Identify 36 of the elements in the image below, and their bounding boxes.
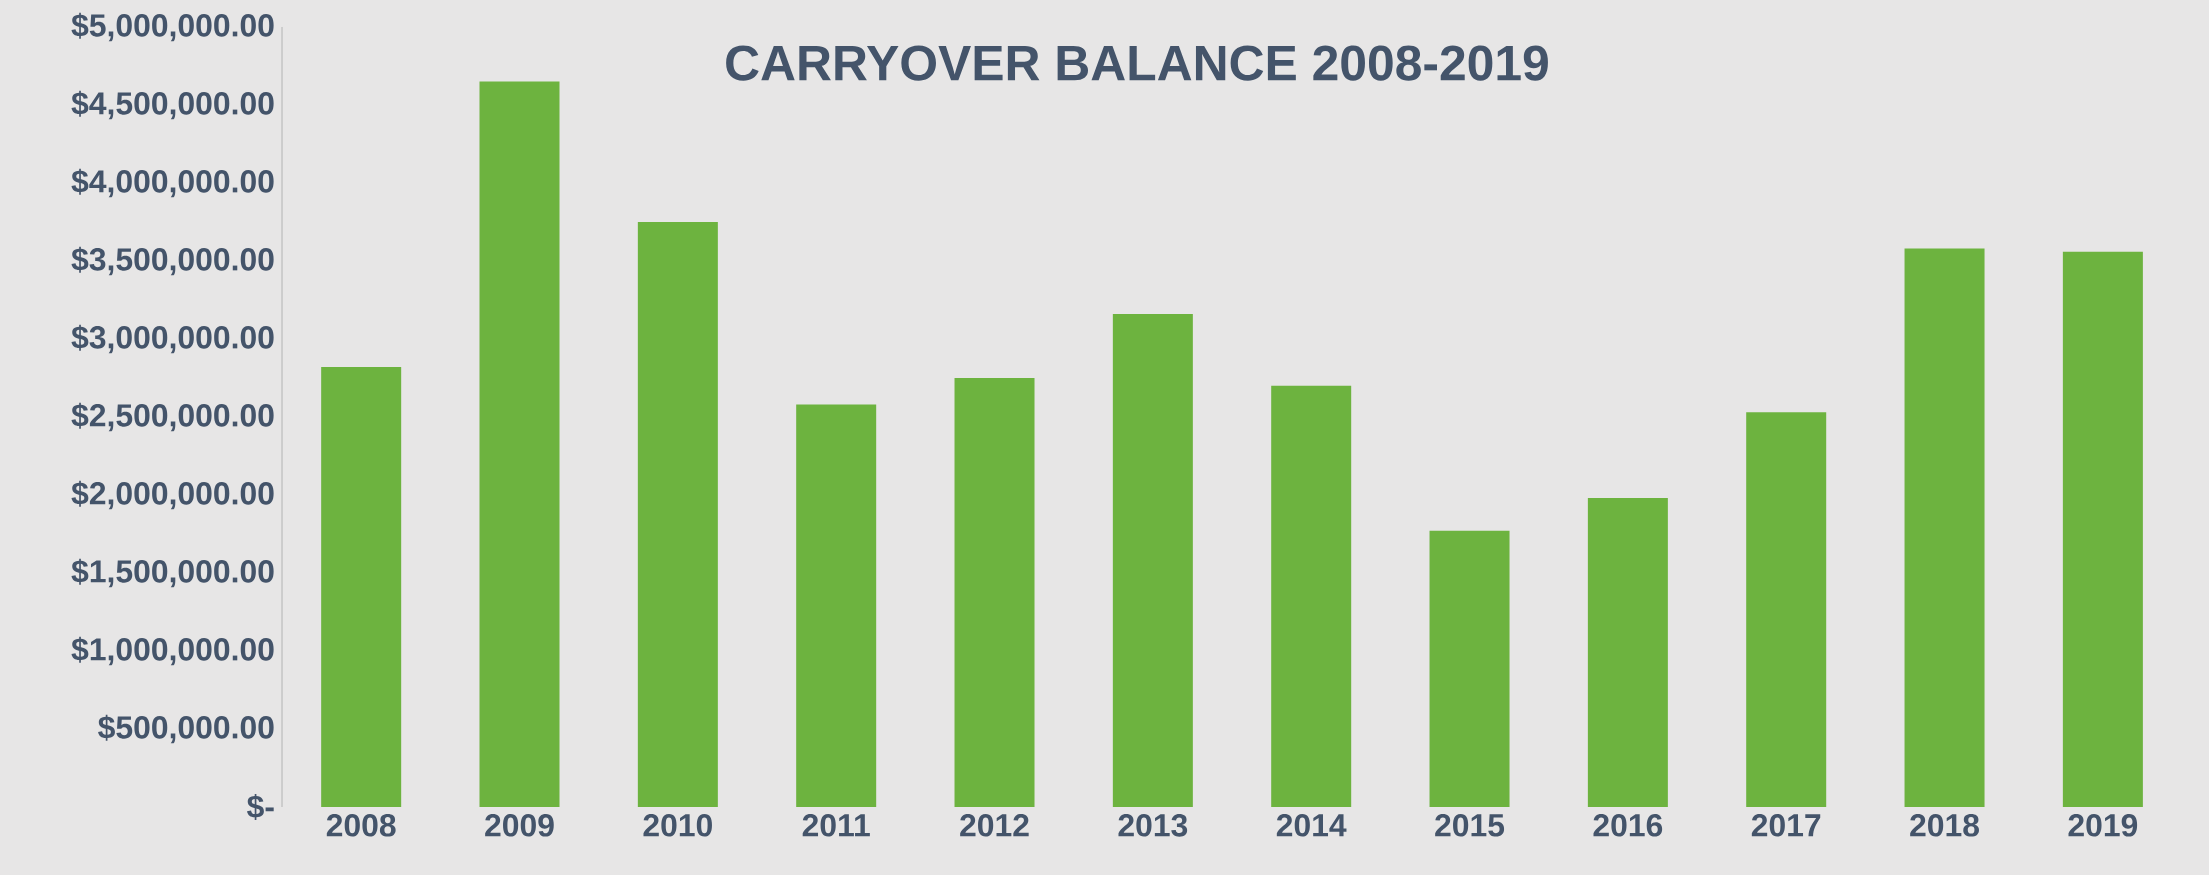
x-tick-label: 2011: [802, 814, 870, 837]
bar: [1904, 248, 1985, 807]
y-tick-label: $1,000,000.00: [71, 636, 274, 666]
x-tick-label: 2015: [1435, 814, 1505, 837]
bar: [2062, 251, 2143, 807]
y-tick-label: $4,000,000.00: [71, 168, 274, 198]
y-tick-label: $2,000,000.00: [71, 480, 274, 510]
x-tick-label: 2009: [485, 814, 554, 837]
x-tick-label: 2014: [1276, 814, 1347, 837]
y-tick-label: $1,500,000.00: [71, 558, 274, 588]
x-tick-label: 2012: [960, 814, 1029, 837]
x-tick-label: 2008: [326, 814, 396, 837]
bar: [1429, 530, 1510, 807]
chart-title: CARRYOVER BALANCE 2008-2019: [726, 45, 1548, 81]
y-tick-label: $4,500,000.00: [71, 90, 274, 120]
x-tick-label: 2017: [1751, 814, 1821, 837]
bar: [1746, 412, 1827, 807]
x-tick-label: 2010: [643, 814, 712, 837]
bar: [321, 367, 402, 807]
bar: [954, 377, 1035, 807]
x-tick-label: 2019: [2068, 814, 2138, 837]
y-tick-label: $2,500,000.00: [71, 402, 274, 432]
bar: [479, 81, 560, 807]
y-tick-label: $500,000.00: [98, 714, 274, 744]
x-tick-label: 2018: [1910, 814, 1979, 837]
y-tick-label: $5,000,000.00: [71, 12, 274, 42]
bar: [1112, 314, 1193, 807]
y-tick-label: $3,500,000.00: [71, 246, 274, 276]
x-tick-label: 2013: [1118, 814, 1188, 837]
bar: [1587, 498, 1668, 807]
bar: [637, 221, 718, 807]
bar: [1271, 385, 1352, 807]
bar: [796, 404, 877, 807]
y-tick-label: $-: [247, 793, 274, 821]
y-tick-label: $3,000,000.00: [71, 324, 274, 354]
x-tick-label: 2016: [1593, 814, 1663, 837]
